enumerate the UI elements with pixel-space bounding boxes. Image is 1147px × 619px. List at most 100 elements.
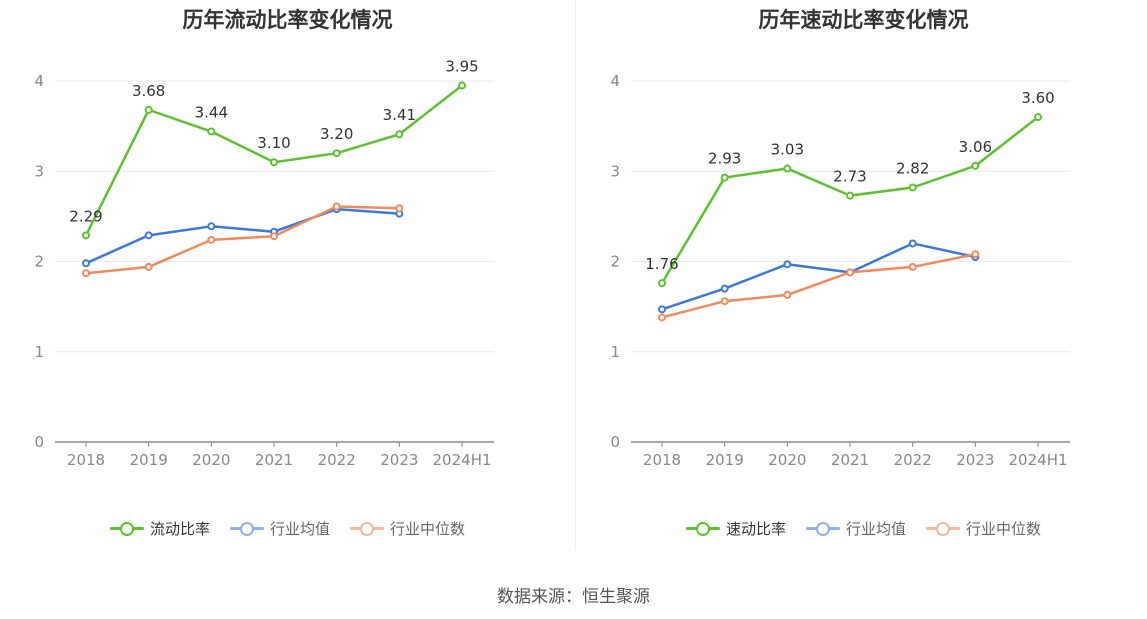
y-tick-label: 4 — [34, 72, 44, 90]
x-tick-label: 2022 — [318, 451, 356, 469]
industry-average-series-point — [144, 231, 153, 240]
legend-label: 速动比率 — [725, 520, 786, 538]
x-tick-label: 2020 — [192, 451, 230, 469]
legend-item-quick-ratio[interactable]: 速动比率 — [685, 518, 786, 539]
industry-average-series-point — [658, 305, 666, 314]
y-tick-label: 0 — [34, 433, 44, 451]
industry-median-series-point — [720, 297, 729, 306]
data-label: 2.93 — [708, 150, 741, 168]
data-label: 3.44 — [195, 104, 228, 122]
legend-item-current-ratio[interactable]: 流动比率 — [109, 518, 210, 539]
legend-label: 行业均值 — [269, 520, 330, 538]
x-tick-label: 2021 — [831, 451, 869, 469]
main-series-point — [270, 158, 279, 167]
industry-median-series-point — [144, 262, 153, 271]
chart-title: 历年速动比率变化情况 — [758, 8, 969, 32]
industry-median-series-point — [783, 290, 792, 299]
x-tick-label: 2018 — [67, 451, 105, 469]
y-tick-label: 3 — [34, 162, 44, 180]
legend-line-icon — [229, 521, 264, 537]
industry-median-series-point — [846, 268, 855, 277]
industry-average-series-point — [82, 259, 90, 268]
industry-median-series-point — [332, 202, 341, 211]
legend-line-icon — [350, 521, 384, 537]
legend-label: 流动比率 — [149, 520, 210, 538]
y-tick-label: 1 — [34, 343, 44, 361]
y-tick-label: 3 — [610, 162, 620, 180]
x-tick-label: 2022 — [894, 451, 932, 469]
industry-median-series-point — [270, 232, 279, 241]
data-label: 3.10 — [257, 134, 290, 152]
y-tick-label: 1 — [610, 343, 620, 361]
x-tick-label: 2020 — [768, 451, 806, 469]
main-series-point — [144, 105, 153, 114]
industry-average-series-line — [85, 207, 400, 265]
main-series-point — [207, 127, 216, 136]
current-ratio-chart-panel: 历年流动比率变化情况 0 1 2 3 4 2018 2019 2020 2021 2022 2023… — [0, 0, 575, 560]
legend-item-industry-average[interactable]: 行业均值 — [805, 518, 906, 539]
main-series-point — [720, 173, 729, 182]
main-series-point — [82, 231, 90, 240]
main-series-point — [971, 161, 980, 170]
industry-median-series-line — [85, 205, 400, 275]
industry-median-series-point — [207, 235, 216, 244]
legend-item-industry-median[interactable]: 行业中位数 — [926, 518, 1041, 539]
industry-median-series-point — [395, 204, 404, 213]
quick-ratio-chart-panel: 历年速动比率变化情况 0 1 2 3 4 2018 2019 2020 2021 2022 2023… — [576, 0, 1147, 560]
industry-average-series-point — [908, 239, 917, 248]
main-series-point — [458, 81, 467, 90]
data-label: 3.68 — [132, 82, 165, 100]
data-label: 3.95 — [445, 58, 478, 76]
data-label: 3.41 — [383, 106, 416, 124]
legend-item-industry-median[interactable]: 行业中位数 — [350, 518, 465, 539]
industry-median-series-point — [658, 313, 666, 322]
industry-median-series-point — [971, 250, 980, 259]
industry-median-series-point — [82, 269, 90, 278]
x-tick-label: 2023 — [380, 451, 418, 469]
main-series-point — [846, 191, 855, 200]
y-tick-label: 2 — [610, 253, 620, 271]
industry-median-series-point — [908, 262, 917, 271]
main-series-point — [332, 149, 341, 158]
legend-label: 行业中位数 — [966, 520, 1042, 538]
legend-line-icon — [109, 521, 144, 537]
data-label: 2.29 — [69, 207, 102, 225]
industry-average-series-point — [207, 222, 216, 231]
legend-line-icon — [685, 521, 720, 537]
legend-item-industry-average[interactable]: 行业均值 — [229, 518, 330, 539]
x-tick-label: 2021 — [255, 451, 293, 469]
panel-divider — [575, 0, 576, 550]
y-tick-label: 0 — [610, 433, 620, 451]
main-series-point — [395, 130, 404, 139]
x-tick-label: 2024H1 — [1009, 451, 1068, 469]
current-ratio-chart: 0 1 2 3 4 2018 2019 2020 2021 2022 2023 2024H1 2.29 3… — [34, 58, 494, 469]
main-series-point — [908, 183, 917, 192]
legend-line-icon — [805, 521, 840, 537]
data-label: 3.20 — [320, 125, 353, 143]
legend-label: 行业中位数 — [390, 520, 466, 538]
chart-legend: 流动比率 行业均值 行业中位数 — [0, 518, 575, 539]
legend-line-icon — [926, 521, 960, 537]
y-tick-label: 4 — [610, 72, 620, 90]
data-label: 1.76 — [645, 255, 678, 273]
industry-median-series-line — [661, 253, 976, 319]
data-label: 3.60 — [1021, 89, 1054, 107]
legend-label: 行业均值 — [845, 520, 906, 538]
x-tick-label: 2023 — [956, 451, 994, 469]
data-label: 3.03 — [771, 141, 804, 159]
x-tick-label: 2024H1 — [433, 451, 492, 469]
main-series-point — [1034, 113, 1043, 122]
y-tick-label: 2 — [34, 253, 44, 271]
data-label: 3.06 — [959, 138, 992, 156]
data-source-note: 数据来源：恒生聚源 — [497, 587, 650, 607]
main-series-point — [658, 279, 666, 288]
quick-ratio-chart: 0 1 2 3 4 2018 2019 2020 2021 2022 2023 2024H1 1.76 2… — [610, 72, 1070, 469]
industry-average-series-line — [661, 242, 976, 311]
data-label: 2.82 — [896, 159, 929, 177]
industry-average-series-point — [720, 284, 729, 293]
main-series-point — [783, 164, 792, 173]
x-tick-label: 2019 — [130, 451, 168, 469]
industry-average-series-point — [783, 260, 792, 269]
x-tick-label: 2018 — [643, 451, 681, 469]
x-tick-label: 2019 — [706, 451, 744, 469]
